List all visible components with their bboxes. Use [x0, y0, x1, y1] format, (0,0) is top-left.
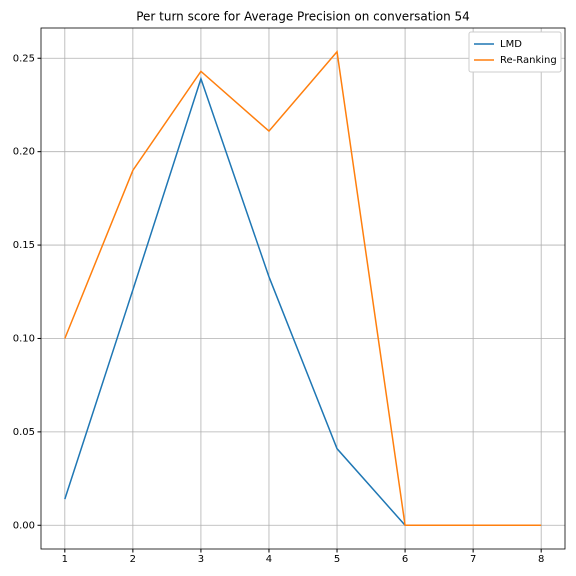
x-tick-label: 6 [402, 554, 408, 565]
legend-label: Re-Ranking [500, 55, 557, 66]
y-tick-label: 0.00 [13, 520, 35, 531]
y-tick-label: 0.15 [13, 240, 35, 251]
legend-label: LMD [500, 39, 522, 50]
x-tick-label: 8 [538, 554, 544, 565]
legend-box [468, 31, 562, 73]
x-tick-label: 2 [130, 554, 136, 565]
legend: LMD Re-Ranking [468, 31, 562, 73]
x-tick-label: 1 [62, 554, 68, 565]
y-tick-label: 0.10 [13, 333, 35, 344]
plot-frame [40, 27, 566, 550]
x-tick-label: 7 [470, 554, 476, 565]
series-line [64, 49, 542, 527]
x-tick-label: 4 [266, 554, 272, 565]
x-tick-label: 5 [334, 554, 340, 565]
y-tick-label: 0.25 [13, 53, 35, 64]
y-tick-label: 0.20 [13, 147, 35, 158]
y-tick-label: 0.05 [13, 427, 35, 438]
chart-title: Per turn score for Average Precision on … [136, 10, 470, 24]
x-tick-label: 3 [198, 554, 204, 565]
